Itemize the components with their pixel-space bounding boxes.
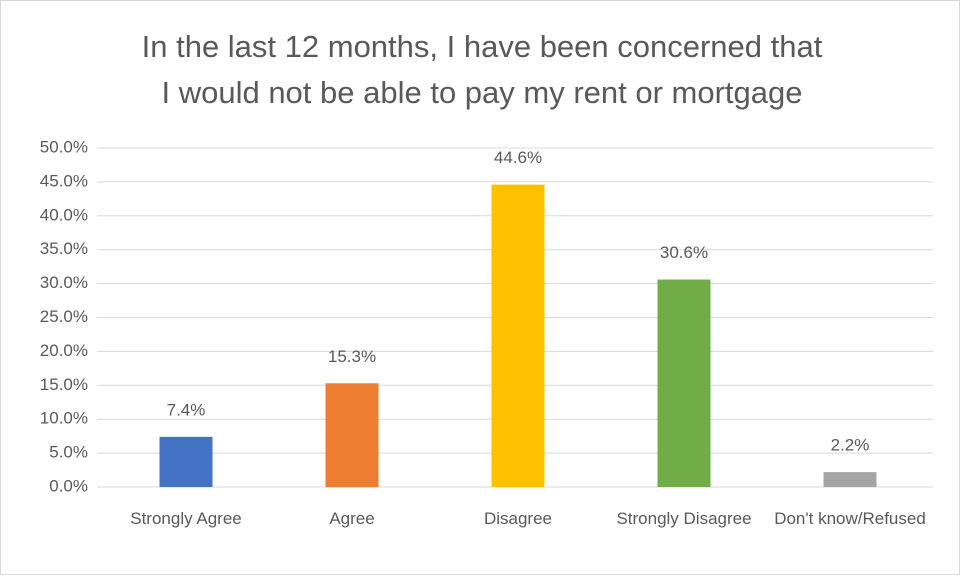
x-tick-label: Strongly Disagree xyxy=(616,509,752,528)
data-label: 30.6% xyxy=(660,243,708,262)
y-tick-label: 15.0% xyxy=(40,375,88,394)
data-label: 44.6% xyxy=(494,148,542,167)
y-tick-label: 45.0% xyxy=(40,171,88,190)
y-tick-label: 10.0% xyxy=(40,409,88,428)
chart-title: I would not be able to pay my rent or mo… xyxy=(161,75,802,110)
bar xyxy=(325,383,379,487)
y-tick-label: 50.0% xyxy=(40,137,88,156)
y-tick-label: 40.0% xyxy=(40,205,88,224)
x-tick-label: Disagree xyxy=(483,509,553,528)
x-tick-label: Don't know/Refused xyxy=(774,509,926,528)
x-tick-label: Strongly Agree xyxy=(130,509,242,528)
bar xyxy=(159,436,213,487)
chart-title: In the last 12 months, I have been conce… xyxy=(142,29,823,64)
y-tick-label: 20.0% xyxy=(40,341,88,360)
x-tick-label: Agree xyxy=(329,509,375,528)
bar xyxy=(657,279,711,487)
y-tick-label: 5.0% xyxy=(49,443,88,462)
data-label: 2.2% xyxy=(831,436,870,455)
y-tick-label: 35.0% xyxy=(40,239,88,258)
y-tick-label: 30.0% xyxy=(40,273,88,292)
y-tick-label: 0.0% xyxy=(49,476,88,495)
bar xyxy=(491,184,545,487)
data-label: 7.4% xyxy=(167,400,206,419)
y-tick-label: 25.0% xyxy=(40,307,88,326)
data-label: 15.3% xyxy=(328,347,376,366)
bar xyxy=(823,472,877,487)
